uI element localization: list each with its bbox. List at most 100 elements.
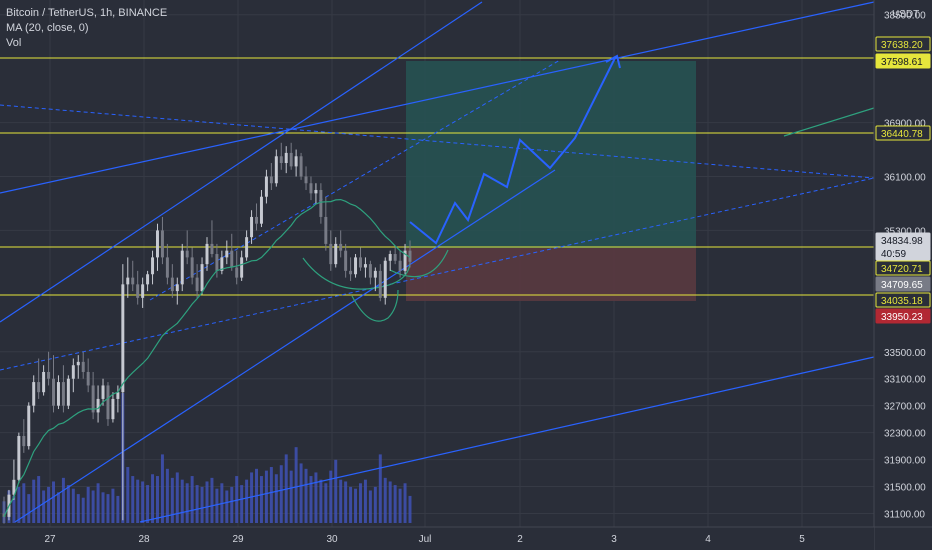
candle-56[interactable] — [279, 142, 283, 170]
candle-62[interactable] — [309, 176, 313, 201]
steep-trend-line-lower[interactable] — [14, 169, 556, 523]
candle-39[interactable] — [195, 264, 199, 298]
candle-21[interactable] — [106, 382, 110, 426]
candle-78[interactable] — [388, 250, 392, 271]
candle-47[interactable] — [235, 250, 239, 285]
candle-66[interactable] — [329, 230, 333, 271]
candle-44[interactable] — [220, 250, 224, 275]
candle-25[interactable] — [126, 257, 130, 298]
candle-31[interactable] — [156, 223, 159, 271]
candle-36[interactable] — [180, 243, 184, 292]
candle-72[interactable] — [359, 247, 362, 271]
candle-17[interactable] — [86, 358, 90, 393]
candle-70[interactable] — [349, 257, 353, 281]
candle-8[interactable] — [42, 365, 46, 396]
candle-57[interactable] — [284, 146, 288, 174]
candle-3[interactable] — [17, 432, 21, 484]
price-tag-8[interactable]: 33950.23 — [875, 308, 931, 324]
candle-14[interactable] — [71, 358, 75, 393]
candle-33[interactable] — [165, 243, 169, 285]
candle-74[interactable] — [368, 260, 372, 285]
candle-67[interactable] — [334, 237, 338, 268]
green-segment-line[interactable] — [783, 107, 875, 137]
candle-30[interactable] — [151, 250, 155, 285]
candle-61[interactable] — [304, 166, 308, 190]
candle-81[interactable] — [403, 243, 407, 275]
candle-34[interactable] — [170, 264, 174, 298]
candle-42[interactable] — [210, 220, 214, 258]
candle-69[interactable] — [344, 243, 348, 278]
candle-64[interactable] — [319, 183, 323, 224]
candle-26[interactable] — [131, 260, 135, 292]
candle-37[interactable] — [185, 230, 189, 265]
candle-19[interactable] — [96, 385, 100, 423]
legend-ma[interactable]: MA (20, close, 0) — [6, 22, 89, 34]
candle-60[interactable] — [299, 152, 303, 180]
candle-4[interactable] — [22, 419, 26, 453]
loss-zone[interactable] — [406, 248, 696, 301]
candle-77[interactable] — [383, 257, 387, 305]
candle-51[interactable] — [255, 203, 258, 231]
price-tag-5[interactable]: 34720.71 — [875, 260, 931, 276]
price-tag-7[interactable]: 34035.18 — [875, 292, 931, 308]
candle-5[interactable] — [27, 402, 31, 450]
candle-43[interactable] — [215, 243, 219, 278]
candle-6[interactable] — [32, 375, 36, 413]
candle-46[interactable] — [230, 233, 234, 271]
candle-65[interactable] — [324, 196, 328, 251]
candle-16[interactable] — [81, 351, 85, 379]
candle-11[interactable] — [56, 375, 60, 410]
candle-20[interactable] — [101, 378, 105, 406]
candle-10[interactable] — [52, 355, 55, 413]
candle-49[interactable] — [245, 230, 249, 261]
long-trend-line-bottom[interactable] — [139, 356, 875, 523]
candle-76[interactable] — [378, 264, 382, 302]
candle-48[interactable] — [240, 250, 244, 281]
candle-53[interactable] — [264, 169, 268, 204]
candle-71[interactable] — [354, 254, 358, 278]
candle-40[interactable] — [200, 257, 204, 295]
candle-52[interactable] — [259, 189, 263, 228]
price-tag-0[interactable]: 37638.20 — [875, 36, 931, 52]
legend-symbol[interactable]: Bitcoin / TetherUS, 1h, BINANCE — [6, 7, 168, 19]
steep-trend-line-upper[interactable] — [0, 1, 483, 323]
candle-28[interactable] — [141, 277, 145, 308]
candle-59[interactable] — [294, 149, 298, 177]
candle-2[interactable] — [12, 459, 16, 501]
green-curve-lower[interactable] — [351, 289, 399, 322]
candle-79[interactable] — [393, 247, 397, 265]
candle-45[interactable] — [225, 240, 229, 265]
candle-41[interactable] — [205, 237, 209, 271]
candle-24[interactable] — [121, 264, 125, 521]
legend-vol[interactable]: Vol — [6, 37, 22, 49]
candle-50[interactable] — [250, 210, 254, 244]
price-tag-4[interactable]: 40:59 — [875, 245, 931, 261]
candle-18[interactable] — [91, 371, 95, 420]
candle-55[interactable] — [274, 149, 278, 187]
candle-58[interactable] — [289, 142, 293, 170]
candle-22[interactable] — [111, 392, 115, 423]
candle-0[interactable] — [2, 496, 6, 524]
candle-32[interactable] — [160, 216, 164, 265]
price-tag-1[interactable]: 37598.61 — [875, 53, 931, 69]
price-tag-6[interactable]: 34709.65 — [875, 276, 931, 292]
candle-7[interactable] — [37, 358, 41, 399]
candle-63[interactable] — [314, 183, 318, 204]
price-tag-3[interactable]: 34834.98 — [875, 232, 931, 248]
candle-13[interactable] — [66, 375, 70, 410]
candle-38[interactable] — [190, 247, 194, 285]
candle-9[interactable] — [47, 351, 51, 386]
candle-29[interactable] — [146, 270, 150, 292]
candle-15[interactable] — [76, 355, 80, 379]
candle-54[interactable] — [269, 163, 273, 190]
channel-upper-line[interactable] — [0, 1, 875, 194]
dashed-trend-line-1[interactable] — [0, 177, 875, 371]
candle-75[interactable] — [373, 267, 377, 292]
candle-68[interactable] — [339, 230, 343, 258]
candle-35[interactable] — [175, 277, 179, 305]
projection-path[interactable] — [409, 57, 616, 245]
dashed-arc-line[interactable] — [0, 104, 875, 179]
profit-zone[interactable] — [406, 61, 696, 248]
candle-82[interactable] — [408, 240, 412, 268]
